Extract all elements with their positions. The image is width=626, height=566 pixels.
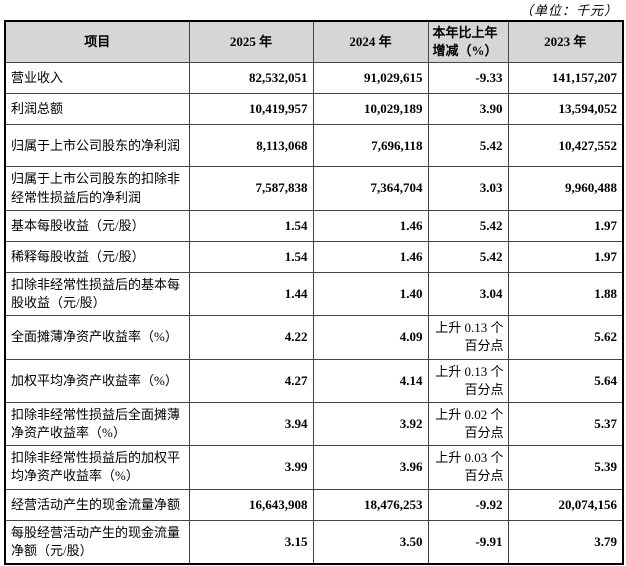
value-change: -9.92 [427, 488, 509, 521]
table-row: 基本每股收益（元/股） 1.54 1.46 5.42 1.97 [4, 209, 624, 242]
value-2024: 1.46 [312, 209, 429, 242]
value-2025: 1.54 [188, 240, 314, 273]
value-2023: 5.62 [507, 315, 624, 360]
table-row: 扣除非经常性损益后的基本每股收益（元/股） 1.44 1.40 3.04 1.88 [4, 271, 624, 317]
value-2024: 3.96 [312, 445, 429, 490]
table-row: 归属于上市公司股东的净利润 8,113,068 7,696,118 5.42 10,42… [4, 124, 624, 168]
value-2025: 3.94 [188, 401, 314, 447]
table-row: 稀释每股收益（元/股） 1.54 1.46 5.42 1.97 [4, 240, 624, 273]
row-label: 归属于上市公司股东的净利润 [4, 124, 190, 168]
value-2025: 7,587,838 [188, 166, 314, 211]
value-change: -9.91 [427, 519, 509, 565]
value-2025: 4.27 [188, 358, 314, 403]
row-label: 经营活动产生的现金流量净额 [4, 488, 190, 521]
value-change: 3.90 [427, 93, 509, 126]
value-2025: 3.15 [188, 519, 314, 565]
row-label: 加权平均净资产收益率（%） [4, 358, 190, 403]
value-2025: 4.22 [188, 315, 314, 360]
financial-summary-table: 项目 2025 年 2024 年 本年比上年 增减（%） 2023 年 营业收入… [4, 20, 624, 565]
table-row: 利润总额 10,419,957 10,029,189 3.90 13,594,052 [4, 93, 624, 126]
value-2025: 1.54 [188, 209, 314, 242]
value-2023: 20,074,156 [507, 488, 624, 521]
table-header-row: 项目 2025 年 2024 年 本年比上年 增减（%） 2023 年 [4, 20, 624, 64]
row-label: 稀释每股收益（元/股） [4, 240, 190, 273]
table-body: 营业收入 82,532,051 91,029,615 -9.33 141,157,207… [4, 62, 624, 565]
value-2023: 5.64 [507, 358, 624, 403]
row-label: 利润总额 [4, 93, 190, 126]
value-2024: 18,476,253 [312, 488, 429, 521]
value-change: 上升 0.13 个 百分点 [427, 315, 509, 360]
table-row: 每股经营活动产生的现金流量净额（元/股） 3.15 3.50 -9.91 3.79 [4, 519, 624, 565]
value-2024: 7,696,118 [312, 124, 429, 168]
value-2024: 1.40 [312, 271, 429, 317]
value-2023: 5.37 [507, 401, 624, 447]
table-row: 加权平均净资产收益率（%） 4.27 4.14 上升 0.13 个 百分点 5.64 [4, 358, 624, 403]
row-label: 扣除非经常性损益后的基本每股收益（元/股） [4, 271, 190, 317]
table-row: 扣除非经常性损益后的加权平均净资产收益率（%） 3.99 3.96 上升 0.03 个… [4, 445, 624, 490]
value-2025: 3.99 [188, 445, 314, 490]
table-row: 经营活动产生的现金流量净额 16,643,908 18,476,253 -9.92 20… [4, 488, 624, 521]
value-2024: 10,029,189 [312, 93, 429, 126]
value-change: 上升 0.02 个 百分点 [427, 401, 509, 447]
value-2025: 8,113,068 [188, 124, 314, 168]
row-label: 基本每股收益（元/股） [4, 209, 190, 242]
value-change: 上升 0.13 个 百分点 [427, 358, 509, 403]
table-row: 全面摊薄净资产收益率（%） 4.22 4.09 上升 0.13 个 百分点 5.62 [4, 315, 624, 360]
value-change: 5.42 [427, 209, 509, 242]
header-2023: 2023 年 [507, 20, 624, 64]
value-2023: 1.97 [507, 240, 624, 273]
value-change: 5.42 [427, 124, 509, 168]
value-2025: 82,532,051 [188, 62, 314, 95]
value-2024: 3.92 [312, 401, 429, 447]
value-2024: 4.09 [312, 315, 429, 360]
unit-note: （单位：千元） [519, 3, 618, 18]
row-label: 扣除非经常性损益后全面摊薄净资产收益率（%） [4, 401, 190, 447]
value-2025: 16,643,908 [188, 488, 314, 521]
value-2023: 3.79 [507, 519, 624, 565]
header-change: 本年比上年 增减（%） [427, 20, 509, 64]
table-row: 营业收入 82,532,051 91,029,615 -9.33 141,157,207 [4, 62, 624, 95]
value-2024: 1.46 [312, 240, 429, 273]
row-label: 营业收入 [4, 62, 190, 95]
value-2023: 141,157,207 [507, 62, 624, 95]
value-2025: 10,419,957 [188, 93, 314, 126]
header-item: 项目 [4, 20, 190, 64]
row-label: 每股经营活动产生的现金流量净额（元/股） [4, 519, 190, 565]
value-2023: 1.97 [507, 209, 624, 242]
value-change: 5.42 [427, 240, 509, 273]
value-2025: 1.44 [188, 271, 314, 317]
value-2024: 91,029,615 [312, 62, 429, 95]
value-2023: 13,594,052 [507, 93, 624, 126]
value-2023: 5.39 [507, 445, 624, 490]
header-2024: 2024 年 [312, 20, 429, 64]
row-label: 全面摊薄净资产收益率（%） [4, 315, 190, 360]
value-2023: 9,960,488 [507, 166, 624, 211]
table-row: 扣除非经常性损益后全面摊薄净资产收益率（%） 3.94 3.92 上升 0.02 个 … [4, 401, 624, 447]
value-2024: 3.50 [312, 519, 429, 565]
value-2024: 7,364,704 [312, 166, 429, 211]
value-change: 3.03 [427, 166, 509, 211]
table-row: 归属于上市公司股东的扣除非经常性损益后的净利润 7,587,838 7,364,70… [4, 166, 624, 211]
value-2023: 1.88 [507, 271, 624, 317]
header-2025: 2025 年 [188, 20, 314, 64]
value-2024: 4.14 [312, 358, 429, 403]
row-label: 归属于上市公司股东的扣除非经常性损益后的净利润 [4, 166, 190, 211]
value-change: -9.33 [427, 62, 509, 95]
value-change: 上升 0.03 个 百分点 [427, 445, 509, 490]
value-2023: 10,427,552 [507, 124, 624, 168]
value-change: 3.04 [427, 271, 509, 317]
table-header: 项目 2025 年 2024 年 本年比上年 增减（%） 2023 年 [4, 20, 624, 64]
row-label: 扣除非经常性损益后的加权平均净资产收益率（%） [4, 445, 190, 490]
